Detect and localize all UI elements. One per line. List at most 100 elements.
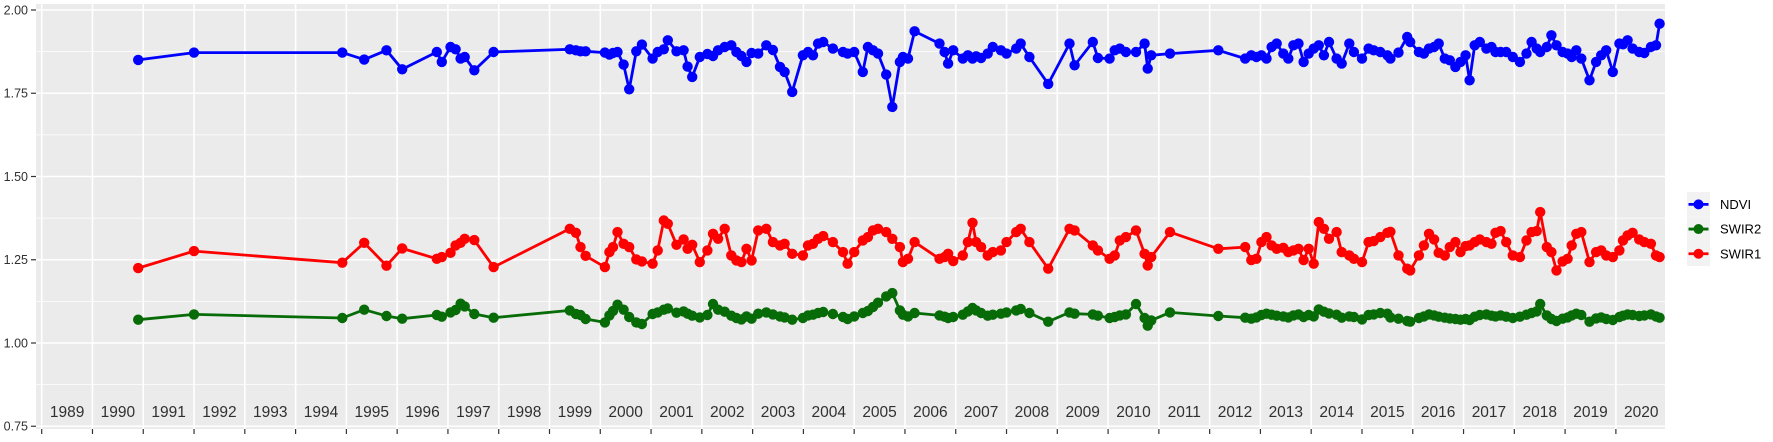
ndvi-point (1464, 75, 1475, 86)
swir1-point (624, 241, 635, 253)
ndvi-point (857, 66, 868, 78)
ndvi-point (1521, 48, 1532, 59)
swir1-point (1385, 226, 1396, 237)
x-axis-label: 2008 (1015, 404, 1049, 421)
swir1-point (779, 238, 790, 249)
swir1-point (1627, 227, 1638, 238)
legend-label: SWIR2 (1720, 222, 1761, 237)
ndvi-point (1283, 53, 1294, 64)
swir1-point (1393, 250, 1404, 261)
swir2-point (1130, 298, 1142, 310)
ndvi-point (1344, 38, 1355, 49)
y-axis-label: 0.75 (4, 420, 28, 434)
ndvi-point (580, 46, 591, 57)
swir2-point (1164, 307, 1176, 318)
swir1-point (1323, 233, 1335, 244)
swir1-point (872, 223, 884, 234)
ndvi-point (1650, 40, 1662, 51)
ndvi-point (1323, 36, 1335, 48)
swir2-point (337, 312, 348, 324)
swir1-point (1043, 263, 1054, 274)
y-axis-label: 1.50 (4, 170, 28, 184)
swir1-point (337, 257, 348, 268)
swir1-point (1531, 225, 1542, 237)
ndvi-point (1130, 46, 1142, 58)
ndvi-point (1087, 36, 1099, 48)
swir1-point (397, 243, 408, 254)
swir2-point (909, 307, 920, 319)
swir1-point (1439, 250, 1451, 261)
x-axis-label: 1990 (101, 404, 136, 421)
ndvi-point (450, 44, 461, 55)
swir2-point (469, 308, 480, 320)
ndvi-point (1654, 18, 1665, 29)
ndvi-point (939, 46, 950, 58)
x-axis-label: 2010 (1116, 404, 1151, 421)
swir1-point (1213, 243, 1224, 254)
swir1-point (1120, 231, 1132, 243)
ndvi-point (624, 84, 635, 95)
x-axis-label: 1994 (304, 404, 339, 421)
swir1-point (881, 226, 892, 238)
swir2-point (702, 309, 713, 321)
swir2-point (618, 304, 629, 315)
swir1-point (469, 234, 480, 246)
x-axis-label: 2015 (1370, 404, 1404, 421)
ndvi-point (987, 41, 998, 53)
swir2-point (1348, 311, 1360, 323)
swir1-point (1428, 234, 1440, 245)
ndvi-point (612, 46, 623, 58)
ndvi-point (662, 35, 673, 46)
swir1-point (612, 226, 623, 238)
x-axis-label: 1998 (507, 404, 541, 421)
swir2-point (1015, 303, 1026, 315)
ndvi-point (1293, 38, 1304, 49)
swir2-point (580, 313, 591, 325)
swir1-point (1024, 236, 1035, 248)
swir2-point (1001, 307, 1012, 318)
swir1-point (687, 239, 698, 250)
swir2-point (1654, 312, 1665, 323)
swir1-point (636, 256, 648, 267)
ndvi-point (1015, 38, 1026, 49)
y-axis-label: 1.00 (4, 336, 28, 350)
ndvi-point (942, 58, 954, 69)
legend-key-point (1693, 248, 1704, 259)
swir1-point (188, 245, 200, 257)
swir2-point (987, 309, 998, 320)
ndvi-point (767, 44, 779, 56)
series-ndvi (133, 18, 1665, 113)
swir2-point (359, 304, 370, 315)
swir2-point (1576, 309, 1587, 321)
swir1-point (436, 251, 447, 263)
swir1-point (133, 262, 144, 274)
swir2-point (818, 306, 829, 318)
x-axis-label: 1993 (253, 404, 287, 421)
swir1-point (1308, 258, 1319, 269)
swir1-point (1514, 251, 1526, 263)
swir1-point (599, 261, 611, 273)
x-axis-label: 2000 (608, 404, 643, 421)
ndvi-point (1460, 50, 1471, 61)
swir1-point (671, 239, 682, 250)
swir1-point (1566, 240, 1577, 251)
ndvi-point (678, 45, 689, 56)
ndvi-point (1546, 30, 1557, 41)
x-axis-label: 2013 (1269, 404, 1303, 421)
ndvi-point (337, 47, 348, 58)
ndvi-point (1043, 78, 1054, 90)
swir1-point (1450, 236, 1461, 248)
ndvi-point (1146, 50, 1157, 61)
swir1-point (1348, 253, 1360, 264)
ndvi-point (359, 54, 370, 65)
swir1-point (1015, 223, 1026, 234)
ndvi-point (1001, 48, 1012, 59)
x-axis-label: 2006 (913, 404, 947, 421)
swir2-point (436, 311, 447, 322)
swir1-point (1654, 251, 1665, 263)
x-axis-label: 2019 (1573, 404, 1607, 421)
swir1-point (1142, 260, 1153, 271)
legend-key-point (1693, 199, 1704, 210)
legend-label: SWIR1 (1720, 246, 1761, 261)
ndvi-point (1092, 52, 1104, 64)
